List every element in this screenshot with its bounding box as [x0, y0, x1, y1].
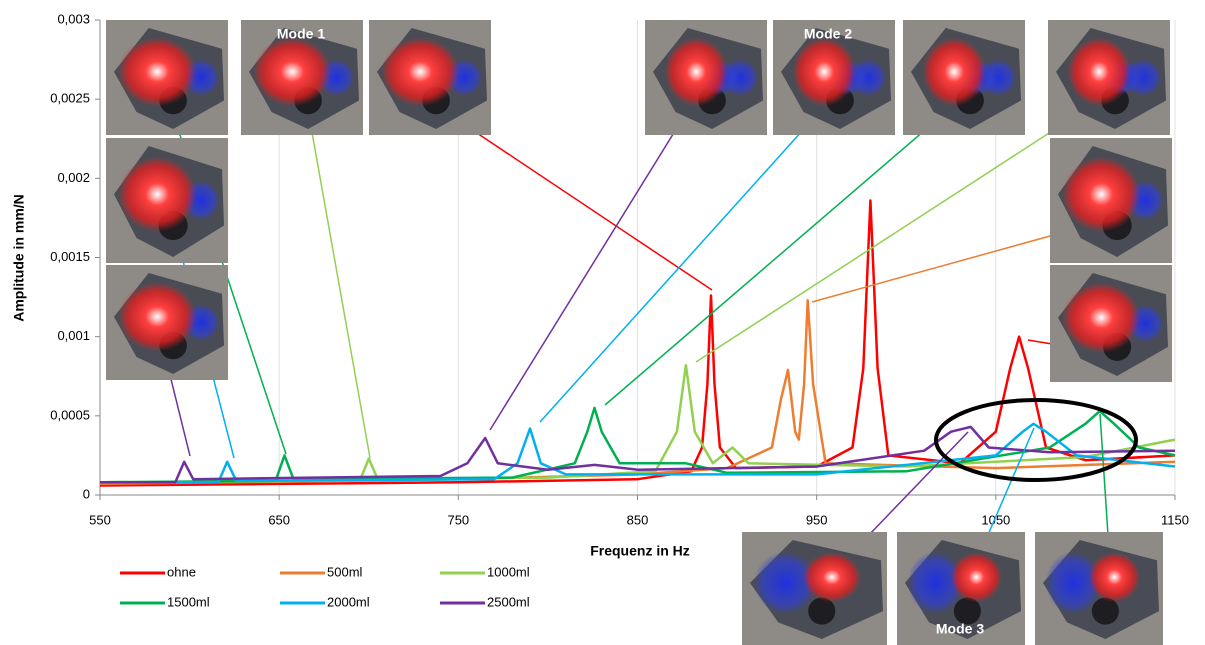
y-tick-label: 0,001: [57, 328, 90, 343]
x-tick-label: 850: [627, 512, 649, 527]
y-tick-label: 0,002: [57, 170, 90, 185]
y-tick-label: 0,0005: [50, 407, 90, 422]
photo-inset: [742, 532, 887, 645]
x-tick-label: 1050: [981, 512, 1010, 527]
x-tick-label: 1150: [1161, 512, 1189, 527]
x-axis-title: Frequenz in Hz: [590, 543, 690, 559]
y-axis-title: Amplitude in mm/N: [11, 194, 27, 322]
x-tick-label: 750: [447, 512, 469, 527]
connector: [604, 99, 961, 406]
series-line: [99, 363, 1176, 484]
photo-inset: [106, 138, 228, 263]
photo-inset: [1035, 532, 1163, 645]
photo-inset: [1050, 265, 1172, 382]
highlight-ellipse: [934, 398, 1138, 482]
photo-inset: [1050, 138, 1172, 263]
connector: [539, 99, 831, 423]
y-tick-label: 0,003: [57, 11, 90, 26]
mode-label: Mode 1: [277, 26, 325, 42]
connector: [489, 109, 689, 431]
legend-label: 1000ml: [487, 564, 530, 579]
series-line: [99, 299, 1176, 486]
y-tick-label: 0: [83, 486, 90, 501]
photo-inset: [241, 20, 363, 135]
y-tick-label: 0,0015: [50, 249, 90, 264]
mode-label: Mode 3: [936, 621, 984, 637]
legend-label: 2500ml: [487, 594, 530, 609]
series-line: [100, 425, 1176, 484]
photo-inset: [1048, 20, 1170, 135]
photo-inset: [106, 20, 228, 135]
connector: [434, 104, 713, 291]
photo-inset: [106, 265, 228, 380]
legend-label: 2000ml: [327, 594, 370, 609]
legend-label: 1500ml: [167, 594, 210, 609]
photo-inset: [773, 20, 895, 135]
x-tick-label: 950: [806, 512, 828, 527]
legend-label: 500ml: [327, 564, 363, 579]
legend-label: ohne: [167, 564, 196, 579]
mode-label: Mode 2: [804, 26, 852, 42]
photo-inset: [645, 20, 767, 135]
y-tick-label: 0,0025: [50, 91, 90, 106]
connector: [307, 109, 371, 459]
connector: [695, 99, 1101, 363]
photo-inset: [903, 20, 1025, 135]
x-tick-label: 650: [268, 512, 290, 527]
x-tick-label: 550: [89, 512, 111, 527]
photo-inset: [897, 532, 1025, 645]
photo-inset: [369, 20, 491, 135]
